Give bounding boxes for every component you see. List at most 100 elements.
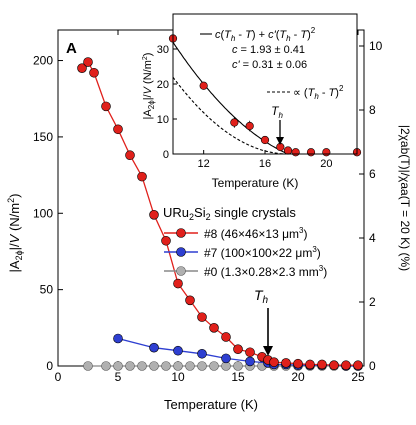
x-tick-label: 25	[351, 370, 365, 384]
x-tick-label: 0	[55, 370, 62, 384]
data-point	[197, 312, 207, 322]
data-point	[173, 345, 183, 356]
x-tick-label: 15	[231, 370, 245, 384]
inset-y-axis-label: |A2ϕ|/V (N/m2)	[142, 53, 156, 120]
data-point	[317, 359, 327, 370]
inset-x-tick-label: 16	[259, 158, 271, 170]
main-th-label: Th	[254, 287, 269, 306]
fit-dashed-label: ∝ (Th - T)2	[293, 84, 344, 101]
inset-y-tick-label: 0	[163, 149, 169, 161]
inset-data-point	[276, 142, 285, 152]
y2-tick-label: 2	[369, 295, 376, 309]
data-point	[173, 361, 183, 371]
inset-x-tick-label: 12	[198, 158, 210, 170]
data-point	[149, 342, 159, 353]
x-tick-label: 10	[171, 370, 185, 384]
y-tick-label: 50	[40, 283, 54, 297]
y2-tick-label: 6	[369, 167, 376, 181]
data-point	[101, 361, 111, 371]
inset-x-tick-label: 20	[320, 158, 332, 170]
inset-data-point	[245, 121, 254, 131]
data-point	[281, 358, 291, 368]
y2-tick-label: 8	[369, 103, 376, 117]
data-point	[125, 150, 135, 161]
data-point	[149, 361, 159, 371]
data-point	[341, 360, 351, 371]
legend-marker-7	[176, 247, 186, 257]
data-point	[137, 171, 147, 182]
data-point	[113, 361, 123, 371]
inset-data-point	[283, 146, 293, 155]
data-point	[185, 295, 195, 306]
inset-th-annotation: Th	[271, 104, 284, 145]
inset-th-arrow-head	[276, 137, 284, 145]
legend-marker-0	[176, 266, 186, 276]
y-tick-label: 0	[46, 359, 53, 373]
legend-entry-0: #0 (1.3×0.28×2.3 mm3)	[164, 264, 327, 279]
data-point	[125, 361, 135, 371]
data-point	[83, 57, 93, 67]
x-tick-label: 5	[115, 370, 122, 384]
data-point	[197, 361, 207, 371]
inset-fit-legend: c(Th - T) + c'(Th - T)2 c = 1.93 ± 0.41 …	[200, 26, 344, 101]
y2-axis-label: |2χab(T)|/χaa(T = 20 K) (%)	[398, 125, 412, 271]
inset-data-point	[306, 148, 316, 157]
data-point	[245, 347, 255, 358]
fit-param-cprime: c' = 0.31 ± 0.06	[232, 59, 307, 71]
inset-data-point	[199, 81, 208, 90]
data-point	[101, 101, 111, 112]
data-point	[233, 344, 243, 355]
fit-solid-label: c(Th - T) + c'(Th - T)2	[215, 26, 316, 43]
y-axis-label: |A2ϕ|/V (N/m2)	[6, 194, 24, 273]
legend-title: URu2Si2 single crystals	[163, 205, 296, 222]
inset-th-label: Th	[271, 104, 283, 120]
data-point	[149, 210, 159, 220]
inset-data-point	[322, 148, 331, 157]
data-point	[221, 353, 231, 364]
inset-data-point	[260, 135, 270, 145]
x-axis-label: Temperature (K)	[164, 397, 258, 412]
data-point	[221, 332, 231, 342]
y-tick-label: 150	[33, 130, 53, 144]
data-point	[161, 235, 171, 246]
data-point	[269, 357, 279, 367]
legend-marker-8	[176, 228, 186, 238]
data-point	[77, 63, 87, 73]
panel-label: A	[66, 40, 77, 57]
main-series	[77, 57, 363, 371]
y2-tick-label: 10	[369, 39, 383, 53]
y-tick-label: 200	[33, 54, 53, 68]
inset-y-tick-label: 30	[157, 44, 169, 56]
y-tick-label: 100	[33, 206, 53, 220]
main-th-annotation: Th	[254, 287, 273, 356]
main-th-arrow-head	[263, 346, 273, 356]
y2-tick-label: 0	[369, 359, 376, 373]
inset-y-tick-label: 10	[157, 114, 169, 126]
y2-tick-label: 4	[369, 231, 376, 245]
inset-x-axis-label: Temperature (K)	[212, 176, 299, 190]
main-legend: URu2Si2 single crystals #8 (46×46×13 μm3…	[163, 205, 327, 279]
data-point	[83, 361, 93, 371]
data-point	[113, 124, 123, 135]
fit-param-c: c = 1.93 ± 0.41	[232, 44, 305, 56]
inset-data-point	[230, 118, 239, 127]
data-point	[209, 323, 219, 333]
data-point	[353, 360, 363, 371]
data-point	[161, 361, 171, 371]
data-point	[245, 356, 255, 367]
data-point	[209, 361, 219, 371]
legend-label-8: #8 (46×46×13 μm3)	[204, 226, 307, 241]
data-point	[89, 67, 99, 78]
data-point	[113, 333, 123, 344]
x-tick-label: 20	[291, 370, 305, 384]
legend-entry-7: #7 (100×100×22 μm3)	[164, 245, 321, 260]
inset-plot-frame	[172, 13, 358, 155]
data-point	[329, 360, 339, 371]
data-point	[185, 361, 195, 371]
inset-data-point	[291, 148, 300, 157]
data-point	[293, 358, 303, 369]
data-point	[197, 348, 207, 359]
data-point	[305, 359, 315, 370]
